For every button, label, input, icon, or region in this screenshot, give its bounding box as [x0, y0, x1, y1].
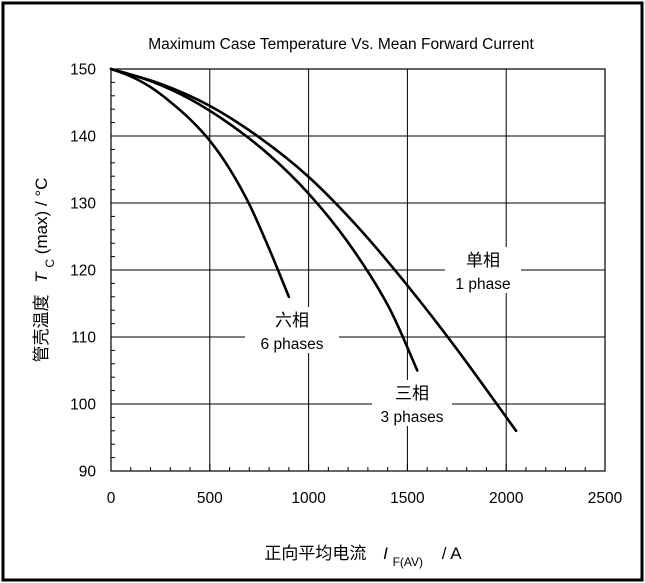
series-labels: 六相 6 phases 三相 3 phases 单相 1 phase	[245, 247, 521, 426]
y-axis-symbol: T	[32, 271, 51, 283]
x-tick-label: 1000	[291, 490, 326, 507]
series-label-cn: 六相	[275, 311, 309, 331]
x-tick-label: 1500	[390, 490, 425, 507]
single-phase-line	[109, 67, 518, 433]
series-label-en: 6 phases	[261, 336, 324, 353]
three-phase-line	[109, 67, 419, 372]
series-label-background	[445, 247, 521, 293]
x-tick-label: 2500	[588, 490, 623, 507]
series-lines	[109, 67, 518, 433]
y-tick-label: 130	[70, 196, 96, 213]
series-label-en: 1 phase	[455, 276, 510, 293]
y-axis-label-cn: 管壳温度	[32, 294, 52, 362]
y-tick-label: 140	[70, 129, 96, 146]
series-label-en: 3 phases	[381, 409, 444, 426]
x-axis-label: 正向平均电流 I F(AV) / A	[264, 544, 462, 569]
x-tick-label: 2000	[489, 490, 524, 507]
series-label-background	[245, 307, 339, 353]
single-phase-label: 单相 1 phase	[445, 247, 521, 293]
y-tick-label: 150	[70, 62, 96, 79]
y-axis-unit: (max) / °C	[32, 178, 51, 255]
six-phase-label: 六相 6 phases	[245, 307, 339, 353]
axes: 0 500 1000 1500 2000 2500 90 100 110 120 130 140 150	[70, 62, 622, 508]
y-tick-label: 110	[71, 330, 96, 347]
x-axis-label-cn: 正向平均电流	[264, 544, 366, 564]
y-tick-label: 90	[79, 464, 97, 481]
x-axis-unit: / A	[442, 544, 463, 563]
x-axis-subscript: F(AV)	[393, 555, 423, 569]
y-tick-label: 100	[70, 397, 96, 414]
y-axis-label: 管壳温度 T C (max) / °C	[32, 178, 57, 363]
series-label-cn: 三相	[395, 384, 429, 404]
chart-title: Maximum Case Temperature Vs. Mean Forwar…	[148, 36, 534, 53]
y-axis-subscript: C	[43, 259, 57, 268]
x-axis-symbol: I	[383, 544, 388, 563]
x-tick-label: 0	[107, 490, 116, 507]
series-label-background	[372, 380, 452, 426]
x-tick-label: 500	[197, 490, 223, 507]
six-phase-line	[109, 67, 291, 299]
y-tick-label: 120	[70, 263, 96, 280]
three-phase-label: 三相 3 phases	[372, 380, 452, 426]
series-label-cn: 单相	[466, 251, 500, 271]
